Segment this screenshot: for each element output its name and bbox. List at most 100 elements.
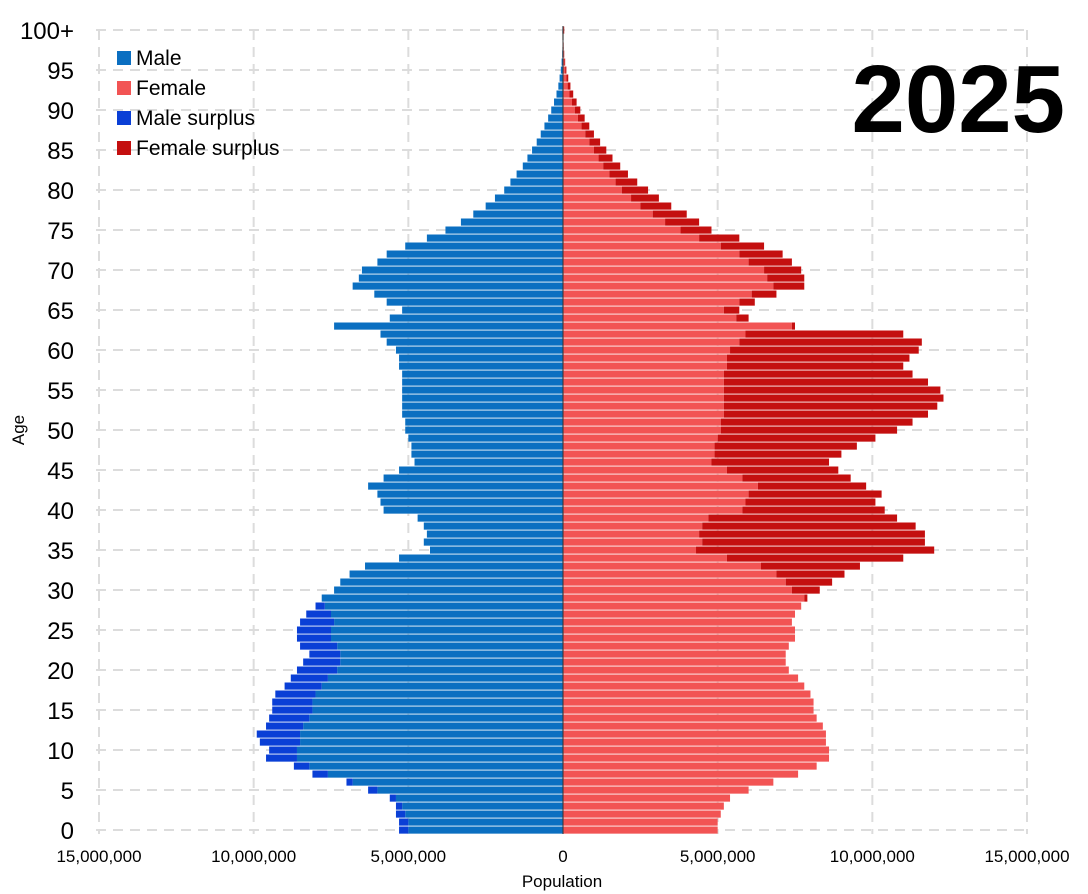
- female-bar: [563, 482, 758, 490]
- male-bar: [560, 66, 563, 74]
- female-surplus-bar: [680, 226, 712, 234]
- male-bar: [527, 154, 563, 162]
- y-tick-label: 40: [47, 498, 74, 525]
- male-bar: [309, 762, 563, 770]
- male-surplus-bar: [266, 754, 297, 762]
- male-bar: [395, 346, 563, 354]
- male-surplus-bar: [259, 738, 301, 746]
- male-bar: [377, 258, 563, 266]
- y-tick-label: 15: [47, 698, 74, 725]
- male-bar: [445, 226, 563, 234]
- male-bar: [340, 578, 563, 586]
- female-bar: [563, 202, 641, 210]
- female-surplus-bar: [723, 306, 740, 314]
- male-bar: [352, 778, 563, 786]
- male-bar: [405, 426, 563, 434]
- y-tick-label: 50: [47, 418, 74, 445]
- y-tick-label: 25: [47, 618, 74, 645]
- male-bar: [337, 666, 563, 674]
- male-bar: [327, 770, 563, 778]
- female-bar: [563, 658, 786, 666]
- male-bar: [395, 794, 563, 802]
- male-surplus-bar: [272, 698, 313, 706]
- female-bar: [563, 426, 721, 434]
- male-surplus-bar: [296, 626, 331, 634]
- female-bar: [563, 450, 715, 458]
- female-bar: [563, 418, 721, 426]
- female-surplus-bar: [571, 98, 577, 106]
- male-bar: [423, 538, 563, 546]
- female-bar: [563, 98, 572, 106]
- male-surplus-bar: [346, 778, 353, 786]
- female-surplus-bar: [764, 266, 802, 274]
- female-surplus-bar: [723, 378, 929, 386]
- female-surplus-bar: [726, 362, 904, 370]
- female-surplus-bar: [598, 154, 613, 162]
- female-surplus-bar: [791, 322, 795, 330]
- female-bar: [563, 306, 724, 314]
- male-bar: [300, 738, 563, 746]
- male-bar: [559, 74, 563, 82]
- female-surplus-bar: [665, 218, 700, 226]
- male-surplus-bar: [368, 786, 378, 794]
- chart-title-year: 2025: [851, 46, 1065, 153]
- female-bar: [563, 810, 721, 818]
- female-surplus-bar: [567, 82, 571, 90]
- female-bar: [563, 218, 666, 226]
- y-tick-label: 85: [47, 138, 74, 165]
- male-surplus-bar: [312, 770, 328, 778]
- female-bar: [563, 490, 749, 498]
- male-surplus-bar: [266, 722, 304, 730]
- male-bar: [402, 378, 563, 386]
- female-bar: [563, 786, 749, 794]
- male-surplus-bar: [300, 642, 338, 650]
- female-bar: [563, 514, 709, 522]
- female-bar: [563, 282, 774, 290]
- male-bar: [380, 498, 563, 506]
- male-bar: [532, 146, 563, 154]
- male-surplus-bar: [296, 666, 338, 674]
- female-surplus-bar: [739, 298, 755, 306]
- female-surplus-bar: [702, 538, 925, 546]
- y-tick-label: 10: [47, 738, 74, 765]
- y-axis-ticks: 0 5 10 15 20 25 30 35 40 45 50 55 60 65 70 75 80 85 90 95 10…: [20, 18, 74, 845]
- y-tick-label: 45: [47, 458, 74, 485]
- female-surplus-bar: [566, 74, 569, 82]
- male-bar: [405, 242, 563, 250]
- female-surplus-bar: [565, 66, 567, 74]
- female-bar: [563, 66, 566, 74]
- female-surplus-bar: [603, 162, 621, 170]
- male-bar: [296, 754, 563, 762]
- legend: Male Female Male surplus Female surplus: [117, 47, 280, 160]
- female-bar: [563, 562, 761, 570]
- female-surplus-bar: [726, 466, 839, 474]
- female-surplus-bar: [751, 290, 777, 298]
- y-tick-label: 60: [47, 338, 74, 365]
- y-tick-label: 65: [47, 298, 74, 325]
- male-bar: [315, 690, 563, 698]
- female-bar: [563, 522, 703, 530]
- male-bar: [321, 682, 563, 690]
- male-bar: [402, 402, 563, 410]
- male-surplus-bar: [256, 730, 301, 738]
- female-surplus-bar: [723, 394, 944, 402]
- legend-label-female: Female: [136, 77, 206, 100]
- female-bar: [563, 714, 817, 722]
- female-bar: [563, 682, 805, 690]
- female-bar: [563, 122, 582, 130]
- female-surplus-bar: [708, 514, 898, 522]
- x-tick-label: 10,000,000: [211, 847, 296, 866]
- male-bar: [377, 490, 563, 498]
- male-bar: [460, 218, 563, 226]
- y-tick-label: 70: [47, 258, 74, 285]
- female-bar: [563, 322, 792, 330]
- male-surplus-bar: [300, 618, 335, 626]
- female-surplus-bar: [585, 130, 594, 138]
- female-surplus-bar: [745, 330, 904, 338]
- male-surplus-bar: [275, 690, 316, 698]
- male-surplus-bar: [399, 818, 409, 826]
- male-bar: [551, 106, 563, 114]
- female-bar: [563, 818, 718, 826]
- female-bar: [563, 762, 817, 770]
